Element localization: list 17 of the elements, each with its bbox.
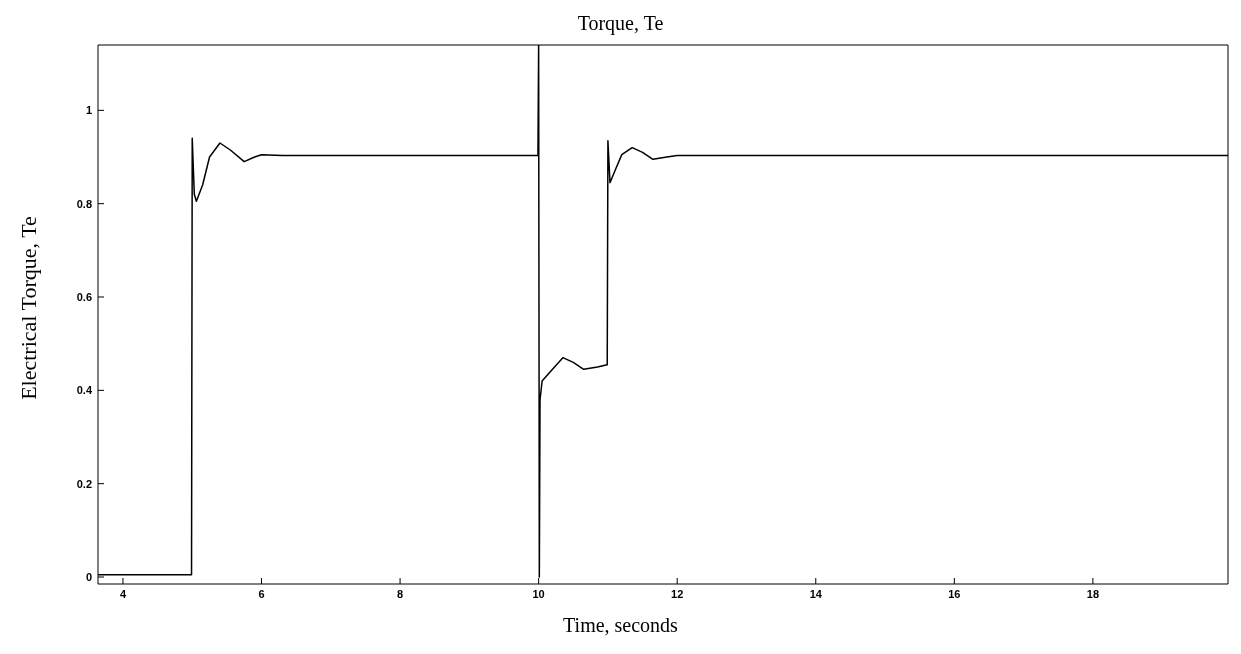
y-tick-label: 1 [85, 104, 92, 117]
y-axis-title: Electrical Torque, Te [16, 216, 42, 400]
y-tick-label: 0.4 [76, 384, 93, 397]
x-axis-title: Time, seconds [562, 614, 679, 637]
x-tick-label: 16 [948, 587, 961, 600]
x-tick-label: 10 [532, 587, 545, 600]
x-tick-label: 14 [809, 587, 823, 600]
chart-title: Torque, Te [576, 12, 665, 35]
x-tick-label: 12 [671, 587, 684, 600]
x-tick-label: 6 [258, 587, 265, 600]
x-tick-label: 4 [119, 587, 127, 600]
y-tick-label: 0.2 [76, 477, 92, 490]
y-tick-label: 0.8 [76, 197, 92, 210]
y-tick-label: 0.6 [76, 290, 92, 303]
y-tick-label: 0 [85, 570, 92, 583]
x-tick-label: 8 [397, 587, 404, 600]
x-tick-label: 18 [1086, 587, 1100, 600]
